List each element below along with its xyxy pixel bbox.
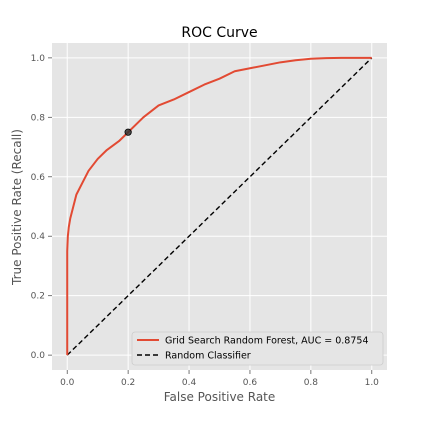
y-tick-label: 1.0: [31, 54, 46, 64]
x-tick-label: 0.6: [243, 378, 258, 388]
x-tick-label: 0.0: [60, 378, 75, 388]
x-tick-label: 0.4: [182, 378, 197, 388]
y-tick-label: 0.6: [31, 173, 46, 183]
x-tick-label: 0.2: [121, 378, 135, 388]
x-tick-label: 1.0: [365, 378, 380, 388]
x-axis-label: False Positive Rate: [164, 390, 276, 404]
chart-title: ROC Curve: [181, 25, 257, 41]
series-rf-roc-line: [66, 56, 372, 356]
x-tick-label: 0.8: [304, 378, 319, 388]
y-tick-layer: 0.0 0.2 0.4 0.6 0.8 1.0: [31, 54, 52, 361]
operating-point-marker: [124, 128, 132, 136]
series-random-classifier-line: [66, 57, 373, 356]
legend: Grid Search Random Forest, AUC = 0.8754 …: [131, 331, 384, 366]
y-tick-label: 0.4: [31, 232, 46, 242]
legend-label-rf: Grid Search Random Forest, AUC = 0.8754: [165, 336, 369, 347]
y-axis-label: True Positive Rate (Recall): [10, 129, 24, 286]
y-tick-label: 0.2: [31, 292, 45, 302]
y-tick-label: 0.8: [31, 113, 46, 123]
series-layer: [66, 56, 373, 356]
legend-label-random: Random Classifier: [165, 351, 251, 362]
legend-box: [131, 331, 384, 366]
x-tick-layer: 0.0 0.2 0.4 0.6 0.8 1.0: [60, 370, 379, 388]
y-tick-label: 0.0: [31, 351, 46, 361]
